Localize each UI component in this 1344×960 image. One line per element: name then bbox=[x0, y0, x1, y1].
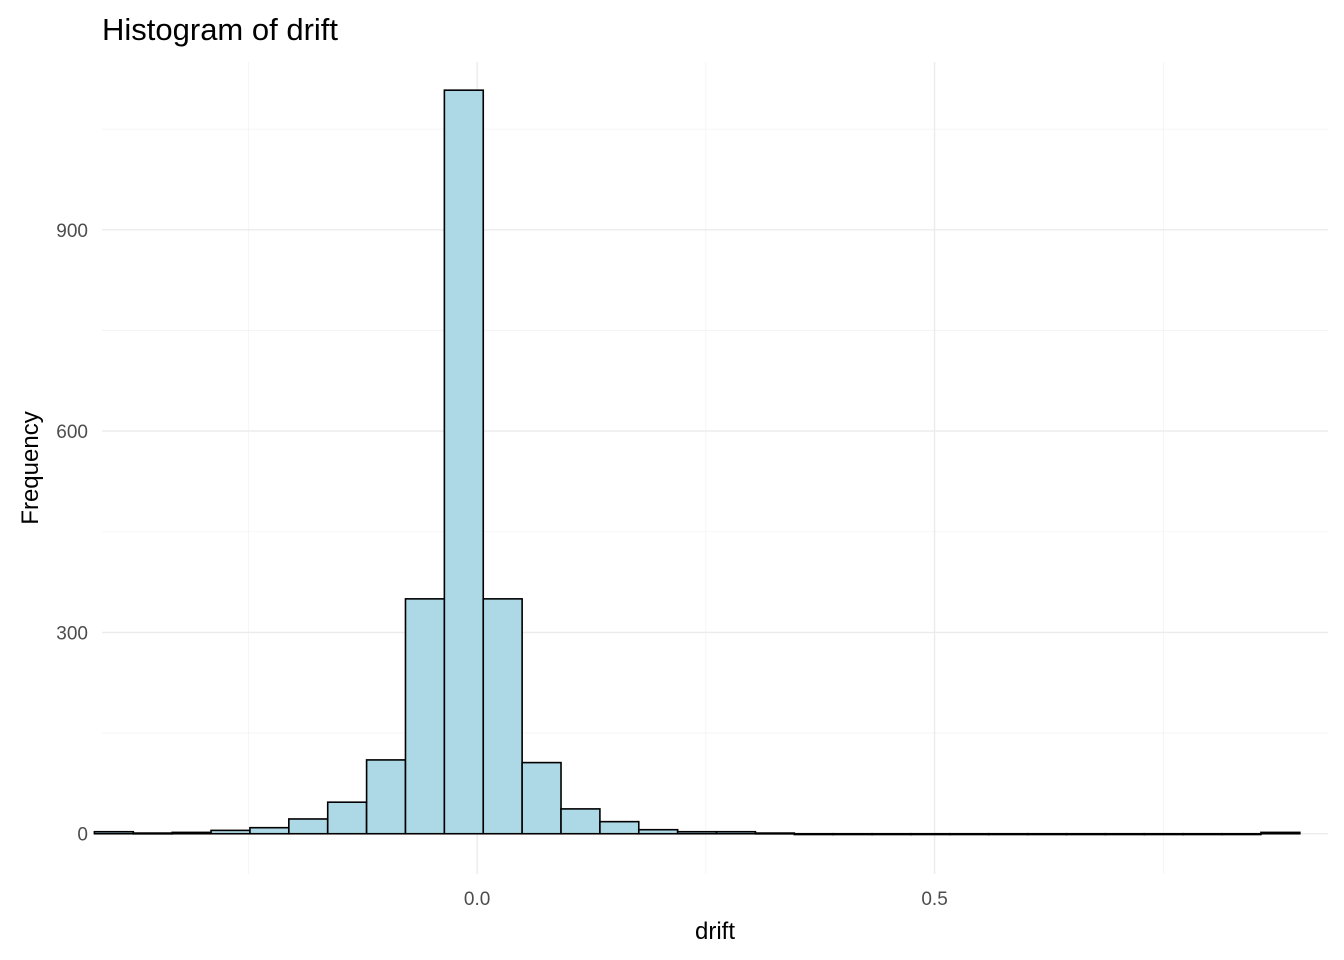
histogram-bar bbox=[1143, 832, 1184, 836]
histogram-bar bbox=[832, 832, 873, 836]
histogram-bar bbox=[288, 818, 329, 835]
x-tick-label: 0.5 bbox=[921, 889, 947, 910]
grid bbox=[102, 62, 1328, 874]
histogram-bar bbox=[1221, 832, 1262, 836]
histogram-bar bbox=[715, 830, 757, 835]
histogram-bar bbox=[365, 759, 407, 835]
histogram-bar bbox=[482, 598, 523, 835]
histogram-bar bbox=[793, 832, 835, 836]
y-tick-label: 900 bbox=[56, 221, 88, 242]
histogram-bar bbox=[171, 831, 212, 835]
chart-title: Histogram of drift bbox=[102, 12, 338, 47]
y-tick-label: 300 bbox=[56, 623, 88, 644]
y-tick-label: 600 bbox=[56, 422, 88, 443]
histogram-bar bbox=[1026, 832, 1068, 836]
x-tick-label: 0.0 bbox=[464, 889, 490, 910]
histogram-bar bbox=[754, 832, 796, 835]
histogram-bar bbox=[599, 820, 640, 835]
histogram-bar bbox=[987, 832, 1029, 836]
y-axis-ticks: 0 300 600 900 bbox=[56, 221, 88, 846]
histogram-bar bbox=[910, 832, 951, 836]
histogram-bar bbox=[132, 832, 173, 835]
histogram-bar bbox=[1182, 832, 1223, 836]
histogram-bar bbox=[443, 89, 485, 835]
histogram-bar bbox=[1065, 832, 1107, 836]
histogram-bar bbox=[93, 830, 135, 835]
y-tick-label: 0 bbox=[77, 825, 88, 846]
histogram-bar bbox=[521, 761, 562, 835]
histogram-bar bbox=[404, 598, 446, 835]
histogram-bar bbox=[326, 801, 368, 835]
histogram-bar bbox=[637, 828, 679, 835]
histogram-bar bbox=[1104, 832, 1146, 836]
x-axis-title: drift bbox=[695, 918, 735, 945]
bars bbox=[93, 89, 1301, 836]
histogram-bar bbox=[249, 826, 290, 835]
histogram-bar bbox=[1260, 831, 1301, 835]
x-axis-ticks: 0.0 0.5 bbox=[464, 889, 948, 910]
y-axis-title: Frequency bbox=[17, 411, 44, 524]
histogram-bar bbox=[676, 830, 718, 835]
histogram-bar bbox=[210, 829, 251, 835]
histogram-bar bbox=[871, 832, 912, 836]
histogram-bar bbox=[560, 808, 601, 835]
histogram-bar bbox=[949, 832, 990, 836]
